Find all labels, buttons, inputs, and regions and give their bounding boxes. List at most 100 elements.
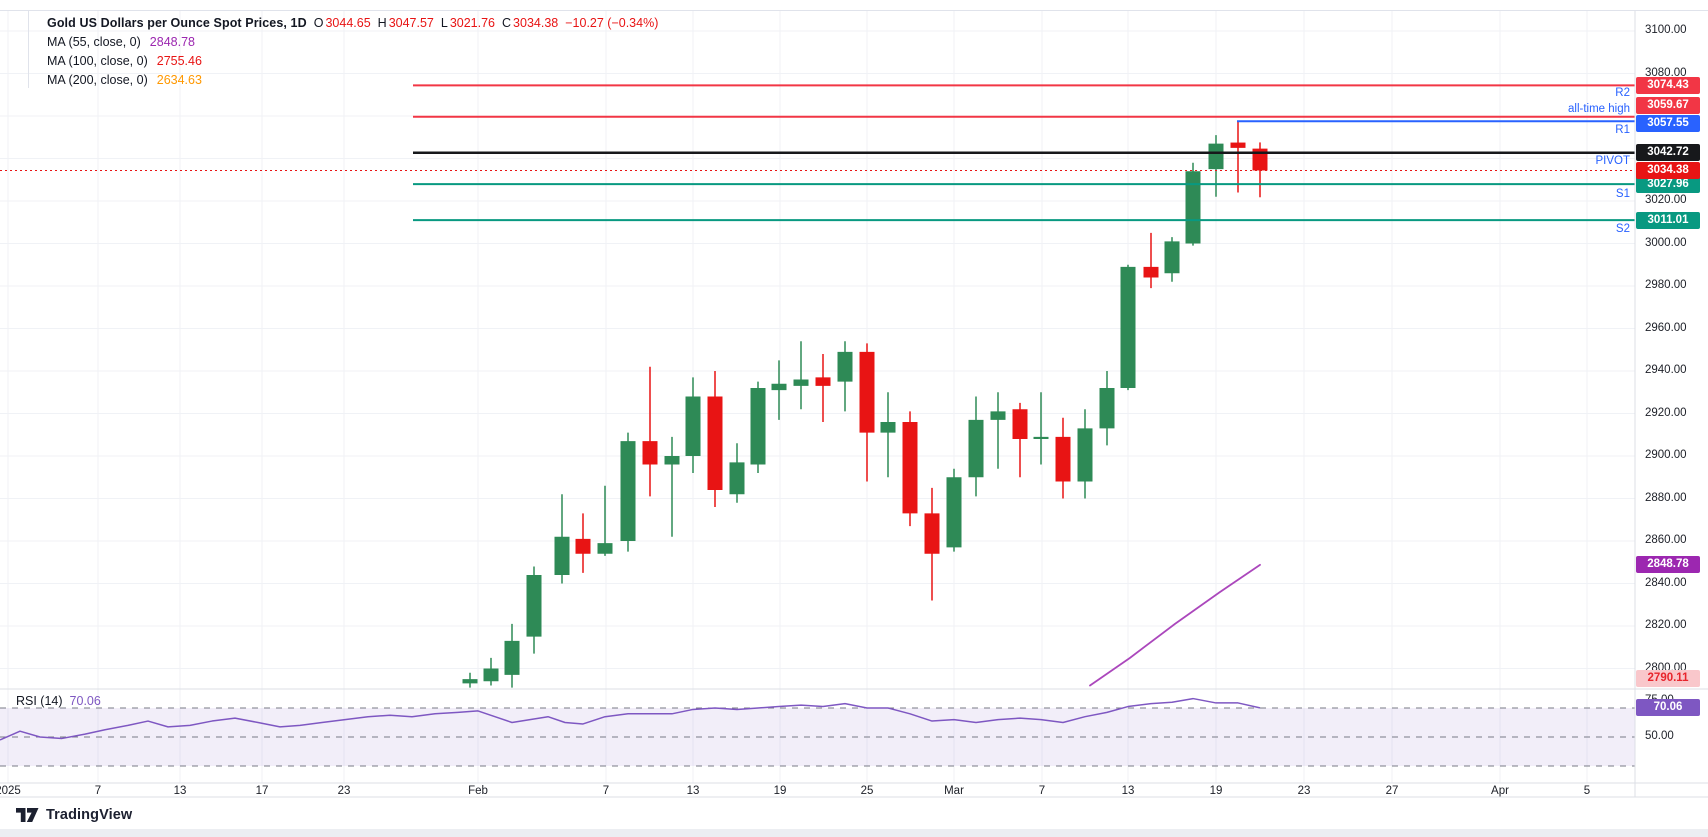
candle-body bbox=[575, 538, 591, 554]
candle-up bbox=[597, 485, 613, 556]
candle-body bbox=[504, 640, 520, 675]
candle-up bbox=[1208, 135, 1224, 197]
candle-down bbox=[1055, 417, 1071, 499]
time-tick-label: 19 bbox=[1209, 785, 1223, 797]
time-tick-label: 13 bbox=[173, 785, 187, 797]
candle-up bbox=[968, 396, 984, 497]
rsi-value-badge: 70.06 bbox=[1636, 699, 1700, 717]
rsi-line bbox=[0, 697, 1261, 741]
candle-up bbox=[462, 672, 478, 688]
candle-up bbox=[1033, 392, 1049, 465]
tradingview-wordmark: TradingView bbox=[46, 807, 133, 823]
candle-body bbox=[1120, 266, 1136, 388]
last-price-badge: 3034.38 bbox=[1636, 161, 1700, 179]
candle-up bbox=[771, 360, 787, 420]
candle-down bbox=[902, 411, 918, 527]
rsi-value: 70.06 bbox=[69, 694, 101, 708]
candle-down bbox=[1230, 121, 1246, 193]
candle-down bbox=[859, 343, 875, 482]
price-badge-s2: 3011.01 bbox=[1636, 211, 1700, 229]
candle-body bbox=[526, 575, 542, 637]
symbol-title: Gold US Dollars per Ounce Spot Prices, 1… bbox=[47, 16, 307, 30]
ma100-label: MA (100, close, 0) bbox=[47, 54, 148, 68]
candle-up bbox=[504, 623, 520, 688]
ohlc-close: C 3034.38 bbox=[502, 16, 559, 30]
time-tick-label: 13 bbox=[686, 785, 700, 797]
candle-body bbox=[1164, 241, 1180, 274]
level-label-s2: S2 bbox=[1615, 223, 1630, 235]
level-label-s1: S1 bbox=[1615, 188, 1630, 200]
price-tick-label: 2860.00 bbox=[1645, 534, 1687, 546]
time-tick-label: 13 bbox=[1121, 785, 1135, 797]
price-tick-label: 3020.00 bbox=[1645, 194, 1687, 206]
candle-up bbox=[837, 341, 853, 412]
candle-up bbox=[685, 377, 701, 473]
candle-body bbox=[1185, 171, 1201, 244]
price-tick-label: 2900.00 bbox=[1645, 449, 1687, 461]
ma55-badge: 2848.78 bbox=[1636, 556, 1700, 574]
candle-body bbox=[1055, 436, 1071, 482]
candle-up bbox=[1120, 264, 1136, 391]
tradingview-logo[interactable]: TradingView bbox=[16, 806, 132, 824]
legend-ma200-row[interactable]: MA (200, close, 0) 2634.63 bbox=[47, 71, 658, 90]
legend-ma100-row[interactable]: MA (100, close, 0) 2755.46 bbox=[47, 52, 658, 71]
rsi-label: RSI (14) bbox=[16, 694, 63, 708]
time-tick-label: 23 bbox=[337, 785, 351, 797]
candle-up bbox=[1077, 409, 1093, 499]
ohlc-high: H 3047.57 bbox=[377, 16, 434, 30]
candle-body bbox=[1143, 266, 1159, 278]
candle-up bbox=[729, 443, 745, 503]
price-badge-all-time-high: 3059.67 bbox=[1636, 96, 1700, 114]
candle-up bbox=[664, 436, 680, 537]
price-tick-label: 2840.00 bbox=[1645, 576, 1687, 589]
top-border bbox=[0, 10, 1708, 11]
candle-up bbox=[1099, 371, 1115, 446]
candle-body bbox=[597, 543, 613, 554]
ma100-badge: 2790.11 bbox=[1636, 669, 1700, 687]
candle-body bbox=[946, 477, 962, 548]
price-tick-label: 2920.00 bbox=[1645, 406, 1687, 419]
candle-body bbox=[924, 513, 940, 554]
legend-ma55-row[interactable]: MA (55, close, 0) 2848.78 bbox=[47, 33, 658, 52]
price-badge-r2: 3074.43 bbox=[1636, 76, 1700, 94]
candle-up bbox=[793, 341, 809, 410]
rsi-tick-label: 50.00 bbox=[1645, 730, 1674, 742]
candle-body bbox=[1252, 148, 1268, 171]
price-change: −10.27 (−0.34%) bbox=[565, 16, 659, 30]
candle-body bbox=[1230, 142, 1246, 148]
level-label-pivot: PIVOT bbox=[1595, 155, 1630, 167]
candle-up bbox=[990, 392, 1006, 469]
price-tick-label: 3080.00 bbox=[1645, 66, 1687, 79]
chart-legend: Gold US Dollars per Ounce Spot Prices, 1… bbox=[47, 14, 658, 90]
price-tick-label: 2960.00 bbox=[1645, 321, 1687, 334]
candle-body bbox=[707, 396, 723, 490]
legend-panel-border bbox=[28, 10, 29, 88]
candle-body bbox=[837, 351, 853, 382]
candle-down bbox=[815, 354, 831, 422]
candle-body bbox=[483, 668, 499, 682]
level-label-r1: R1 bbox=[1615, 124, 1630, 136]
time-tick-label: Feb bbox=[468, 785, 488, 797]
tradingview-mark-icon bbox=[16, 808, 39, 822]
time-tick-label: Mar bbox=[944, 785, 964, 797]
time-tick-label: 17 bbox=[255, 785, 269, 797]
candle-up bbox=[946, 468, 962, 552]
time-tick-label: 27 bbox=[1385, 785, 1399, 797]
ohlc-open: O 3044.65 bbox=[313, 16, 371, 30]
time-tick-label: 7 bbox=[1038, 785, 1046, 797]
candle-up bbox=[483, 657, 499, 686]
time-tick-label: 25 bbox=[860, 785, 874, 797]
candle-body bbox=[859, 351, 875, 433]
rsi-legend[interactable]: RSI (14) 70.06 bbox=[16, 694, 101, 708]
legend-symbol-row[interactable]: Gold US Dollars per Ounce Spot Prices, 1… bbox=[47, 14, 658, 33]
price-tick-label: 3000.00 bbox=[1645, 236, 1687, 249]
price-badge-r1: 3057.55 bbox=[1636, 114, 1700, 132]
candle-down bbox=[707, 371, 723, 507]
candle-up bbox=[526, 566, 542, 654]
ma200-label: MA (200, close, 0) bbox=[47, 73, 148, 87]
candle-body bbox=[1033, 436, 1049, 439]
level-label-r2: R2 bbox=[1615, 87, 1630, 99]
candle-body bbox=[620, 441, 636, 541]
